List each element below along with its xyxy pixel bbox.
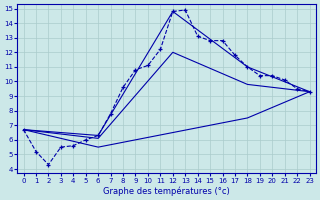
X-axis label: Graphe des températures (°c): Graphe des températures (°c) bbox=[103, 186, 230, 196]
